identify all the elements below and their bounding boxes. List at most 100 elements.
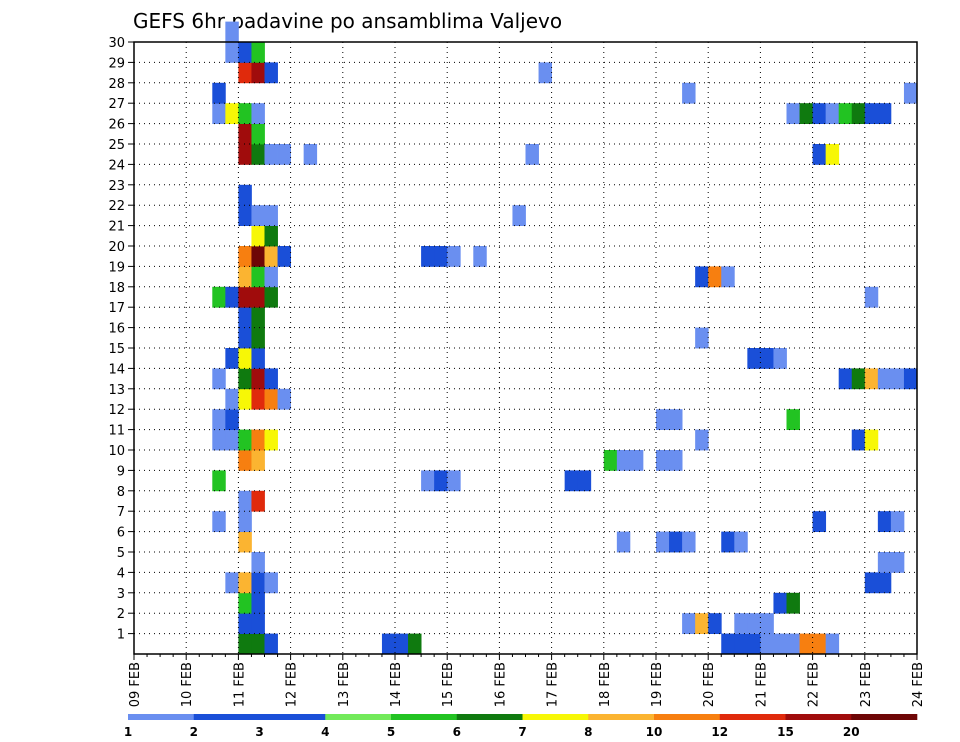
colorbar-label: 10 bbox=[646, 725, 663, 739]
heatmap-cell bbox=[225, 21, 239, 43]
heatmap-cell bbox=[251, 552, 265, 573]
heatmap-cell bbox=[264, 144, 278, 165]
y-tick-label: 9 bbox=[117, 464, 125, 479]
heatmap-cell bbox=[238, 572, 252, 594]
heatmap-cell bbox=[238, 511, 252, 532]
x-tick-label: 17 FEB bbox=[546, 662, 561, 707]
heatmap-cell bbox=[212, 470, 226, 492]
y-tick-label: 25 bbox=[108, 138, 125, 153]
x-tick-label: 21 FEB bbox=[754, 662, 769, 707]
heatmap-cell bbox=[903, 368, 918, 390]
heatmap-cell bbox=[225, 388, 239, 410]
heatmap-cell bbox=[225, 103, 239, 124]
colorbar-label: 4 bbox=[321, 725, 329, 739]
heatmap-cell bbox=[603, 450, 618, 471]
heatmap-cell bbox=[264, 205, 278, 226]
heatmap-cell bbox=[238, 42, 252, 63]
colorbar-swatch bbox=[851, 714, 918, 720]
heatmap-cell bbox=[238, 490, 252, 512]
heatmap-cell bbox=[760, 613, 774, 634]
colorbar-swatch bbox=[785, 714, 852, 720]
heatmap-cell bbox=[786, 103, 800, 124]
heatmap-cell bbox=[251, 42, 265, 63]
y-tick-label: 19 bbox=[108, 260, 125, 275]
heatmap-cell bbox=[225, 348, 239, 369]
heatmap-cell bbox=[786, 633, 800, 655]
x-axis: 09 FEB 10 FEB 11 FEB 12 FEB 13 FEB 14 FEB 15 F… bbox=[128, 654, 926, 707]
heatmap-cell bbox=[825, 144, 840, 165]
heatmap-cell bbox=[238, 123, 252, 145]
y-tick-label: 22 bbox=[108, 199, 125, 214]
heatmap-cell bbox=[682, 613, 696, 634]
y-tick-label: 3 bbox=[117, 587, 125, 602]
colorbar-swatch bbox=[128, 714, 195, 720]
heatmap-cell bbox=[434, 470, 448, 492]
heatmap-cell bbox=[877, 572, 892, 594]
heatmap-cell bbox=[616, 450, 631, 471]
y-tick-label: 7 bbox=[117, 505, 125, 520]
y-tick-label: 4 bbox=[117, 566, 125, 581]
heatmap-cell bbox=[264, 429, 278, 451]
colorbar-label: 12 bbox=[711, 725, 728, 739]
heatmap-cell bbox=[812, 633, 827, 655]
heatmap-cell bbox=[564, 470, 579, 492]
heatmap-cell bbox=[264, 246, 278, 267]
heatmap-cell bbox=[238, 144, 252, 165]
heatmap-cell bbox=[225, 409, 239, 430]
heatmap-cell bbox=[838, 368, 853, 390]
heatmap-cell bbox=[264, 388, 278, 410]
y-tick-label: 14 bbox=[108, 362, 125, 377]
heatmap-cell bbox=[851, 103, 866, 124]
colorbar-label: 3 bbox=[255, 725, 263, 739]
y-tick-label: 11 bbox=[108, 424, 125, 439]
y-tick-label: 6 bbox=[117, 526, 125, 541]
heatmap-cell bbox=[251, 327, 265, 349]
heatmap-cell bbox=[238, 205, 252, 226]
heatmap-cell bbox=[577, 470, 592, 492]
colorbar-swatch bbox=[588, 714, 655, 720]
heatmap-cell bbox=[734, 633, 748, 655]
heatmap-cell bbox=[773, 348, 787, 369]
heatmap-cell bbox=[238, 246, 252, 267]
grid-lines bbox=[134, 42, 917, 654]
x-tick-label: 10 FEB bbox=[180, 662, 195, 707]
x-tick-label: 18 FEB bbox=[598, 662, 613, 707]
y-tick-label: 12 bbox=[108, 403, 125, 418]
heatmap-cell bbox=[656, 531, 670, 553]
heatmap-cell bbox=[825, 633, 840, 655]
y-tick-label: 23 bbox=[108, 179, 125, 194]
y-tick-label: 30 bbox=[108, 36, 125, 51]
colorbar-label: 20 bbox=[843, 725, 860, 739]
heatmap-cell bbox=[264, 633, 278, 655]
heatmap-cell bbox=[238, 103, 252, 124]
heatmap-cell bbox=[890, 511, 905, 532]
colorbar-label: 2 bbox=[190, 725, 198, 739]
colorbar-swatch bbox=[654, 714, 721, 720]
heatmap-cell bbox=[212, 103, 226, 124]
heatmap-cell bbox=[851, 429, 866, 451]
heatmap-cell bbox=[264, 266, 278, 288]
x-tick-label: 19 FEB bbox=[650, 662, 665, 707]
heatmap-cell bbox=[212, 429, 226, 451]
y-tick-label: 27 bbox=[108, 97, 125, 112]
heatmap-cell bbox=[238, 592, 252, 614]
x-tick-label: 13 FEB bbox=[337, 662, 352, 707]
heatmap-cell bbox=[773, 592, 787, 614]
heatmap-cell bbox=[473, 246, 487, 267]
heatmap-cell bbox=[773, 633, 787, 655]
heatmap-cell bbox=[864, 103, 879, 124]
y-tick-label: 13 bbox=[108, 383, 125, 398]
heatmap-cell bbox=[238, 327, 252, 349]
heatmap-cell bbox=[264, 368, 278, 390]
heatmap-cell bbox=[695, 613, 709, 634]
colorbar-swatch bbox=[259, 714, 326, 720]
heatmap-cell bbox=[877, 511, 892, 532]
heatmap-cell bbox=[669, 531, 683, 553]
colorbar-swatch bbox=[325, 714, 392, 720]
heatmap-cell bbox=[903, 82, 918, 104]
heatmap-cell bbox=[212, 409, 226, 430]
colorbar-swatch bbox=[391, 714, 458, 720]
x-tick-label: 20 FEB bbox=[702, 662, 717, 707]
heatmap-cell bbox=[238, 450, 252, 471]
heatmap-cell bbox=[447, 470, 461, 492]
